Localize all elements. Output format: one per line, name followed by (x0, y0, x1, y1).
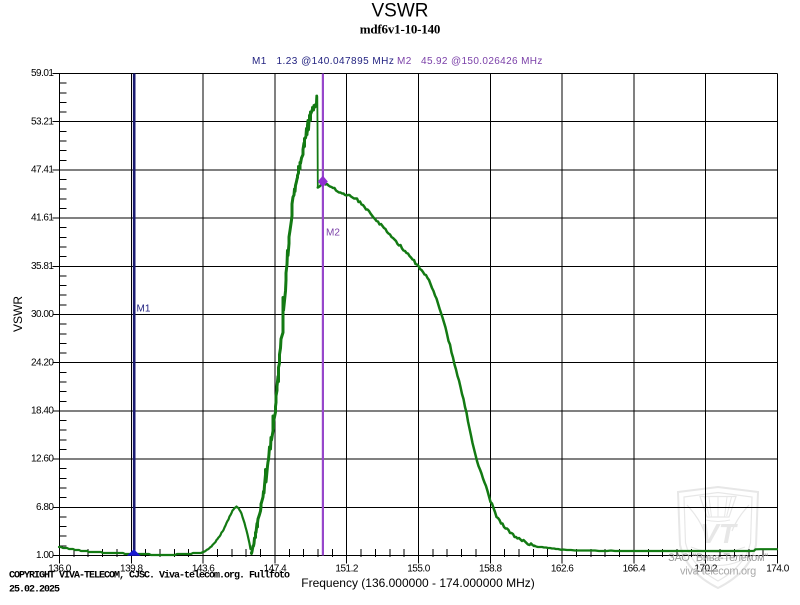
svg-text:VSWR: VSWR (11, 296, 25, 332)
svg-text:M1 1.23 @140.047895 MHz: M1 1.23 @140.047895 MHz (252, 56, 394, 67)
svg-text:M1: M1 (137, 304, 151, 315)
svg-text:136.0: 136.0 (48, 564, 71, 575)
svg-text:59.01: 59.01 (31, 68, 54, 79)
svg-text:174.0: 174.0 (766, 564, 789, 575)
svg-text:170.2: 170.2 (694, 564, 717, 575)
svg-text:41.61: 41.61 (31, 213, 54, 224)
svg-text:VT: VT (700, 518, 739, 549)
svg-text:VSWR: VSWR (372, 1, 429, 22)
svg-text:COPYRIGHT VIVA-TELECOM, CJSC.: COPYRIGHT VIVA-TELECOM, CJSC. Viva-telec… (9, 570, 290, 582)
svg-text:M2: M2 (326, 228, 340, 239)
svg-text:47.41: 47.41 (31, 165, 54, 176)
svg-text:ЗАО "Вива-Телеком": ЗАО "Вива-Телеком" (668, 552, 768, 564)
svg-text:25.02.2025: 25.02.2025 (9, 585, 60, 596)
svg-text:viva-telecom.org: viva-telecom.org (680, 566, 756, 578)
svg-text:mdf6v1-10-140: mdf6v1-10-140 (360, 22, 440, 37)
svg-text:166.4: 166.4 (623, 564, 646, 575)
svg-text:158.8: 158.8 (479, 564, 502, 575)
svg-text:18.40: 18.40 (31, 406, 54, 417)
svg-text:35.81: 35.81 (31, 261, 54, 272)
svg-text:151.2: 151.2 (335, 564, 358, 575)
svg-text:12.60: 12.60 (31, 454, 54, 465)
svg-text:1.00: 1.00 (36, 550, 54, 561)
svg-text:155.0: 155.0 (407, 564, 430, 575)
svg-text:30.00: 30.00 (31, 309, 54, 320)
svg-text:143.6: 143.6 (192, 564, 215, 575)
svg-text:147.4: 147.4 (264, 564, 287, 575)
svg-text:6.80: 6.80 (36, 502, 54, 513)
svg-text:139.8: 139.8 (120, 564, 143, 575)
svg-text:Frequency (136.000000 - 174.00: Frequency (136.000000 - 174.000000 MHz) (301, 576, 534, 590)
svg-text:M2 45.92 @150.026426 MHz: M2 45.92 @150.026426 MHz (397, 56, 543, 67)
svg-text:162.6: 162.6 (551, 564, 574, 575)
svg-text:53.21: 53.21 (31, 116, 54, 127)
svg-text:24.20: 24.20 (31, 357, 54, 368)
